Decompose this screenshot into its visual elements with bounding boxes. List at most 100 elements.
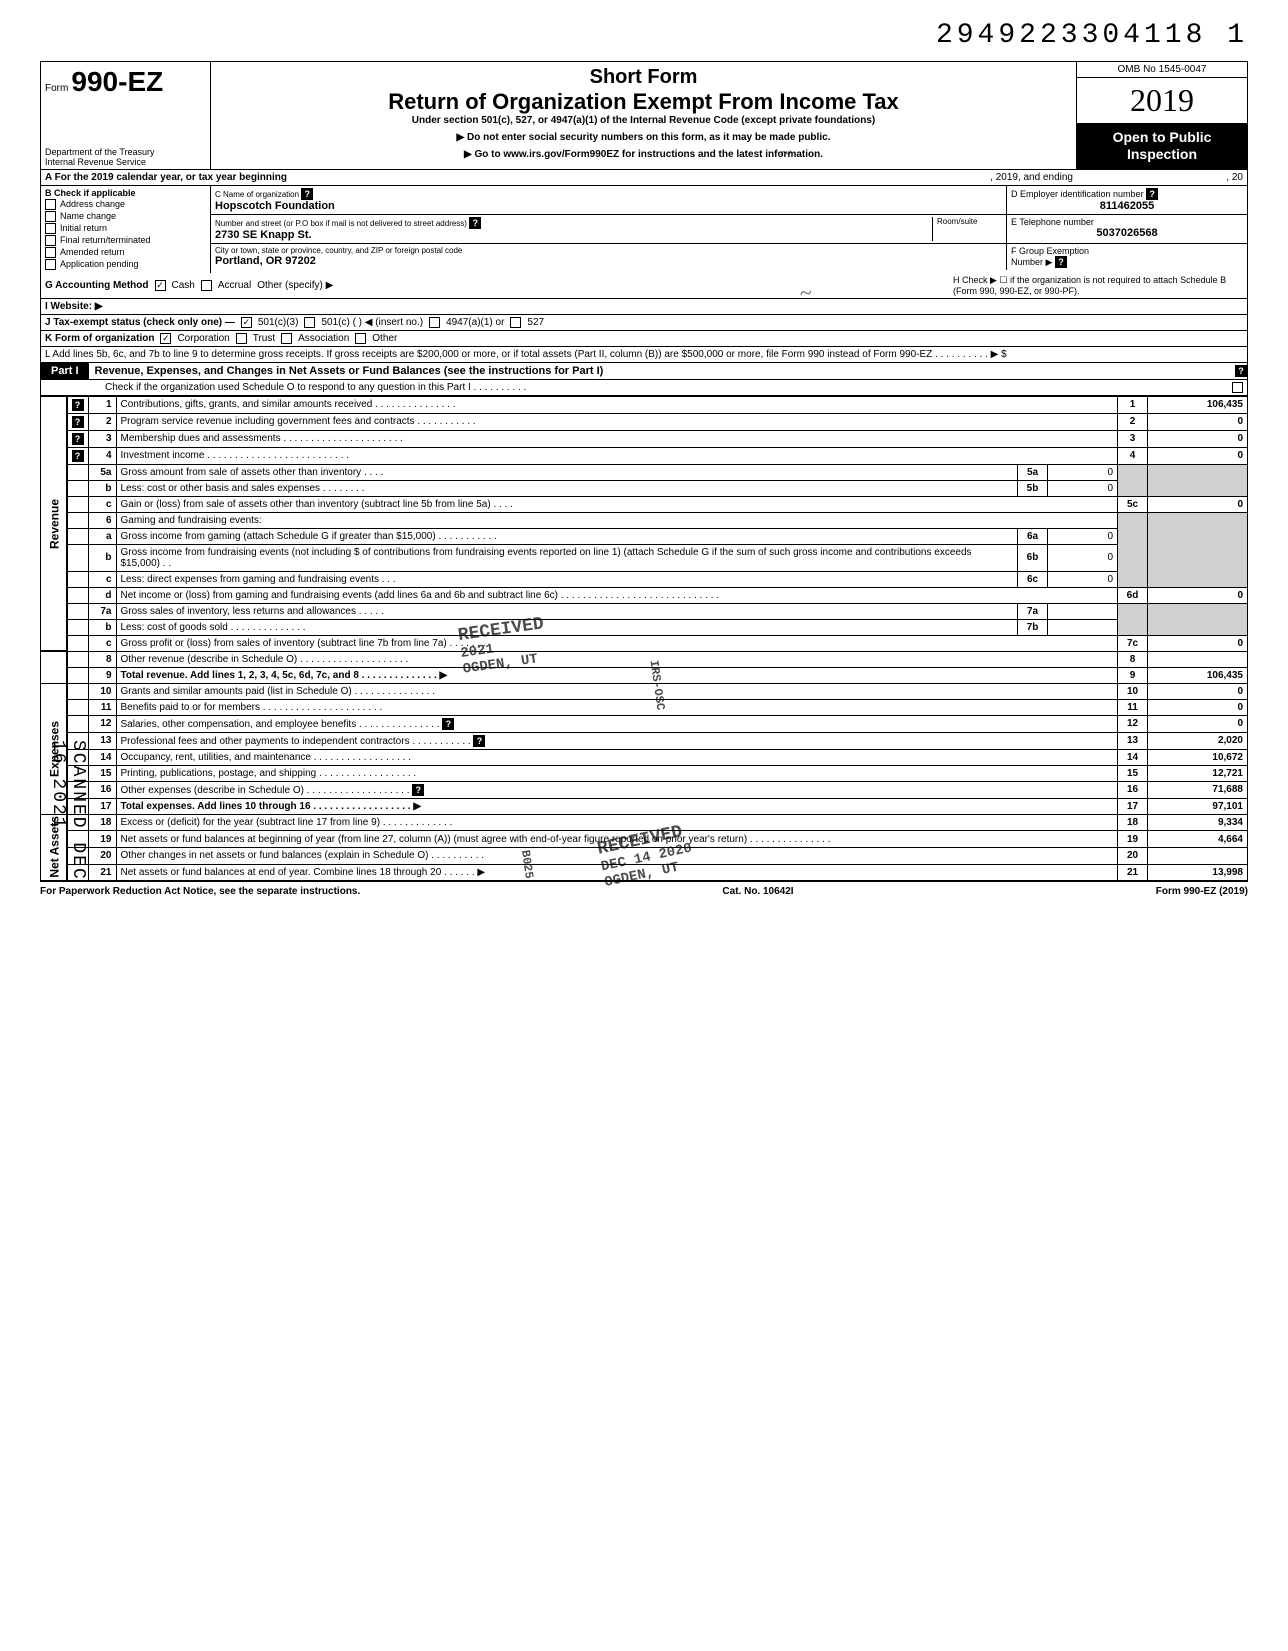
l5a-desc: Gross amount from sale of assets other t…	[116, 464, 1018, 480]
help-icon[interactable]: ?	[301, 188, 313, 200]
chk-association[interactable]	[281, 333, 292, 344]
l6d-amt: 0	[1148, 587, 1248, 603]
chk-final-return[interactable]	[45, 235, 56, 246]
l17-amt: 97,101	[1148, 798, 1248, 814]
l1-desc: Contributions, gifts, grants, and simila…	[116, 396, 1118, 413]
help-icon[interactable]: ?	[469, 217, 481, 229]
l5c-num: c	[88, 496, 116, 512]
chk-amended-return[interactable]	[45, 247, 56, 258]
l5b-ival: 0	[1048, 480, 1118, 496]
l2-num: 2	[88, 413, 116, 430]
l5a-num: 5a	[88, 464, 116, 480]
b-item-3: Final return/terminated	[60, 235, 151, 245]
chk-4947[interactable]	[429, 317, 440, 328]
l8-num: 8	[88, 651, 116, 667]
l14-amt: 10,672	[1148, 749, 1248, 765]
chk-501c[interactable]	[304, 317, 315, 328]
g-accrual: Accrual	[218, 280, 251, 291]
j-label: J Tax-exempt status (check only one) —	[45, 317, 235, 328]
chk-corporation[interactable]	[160, 333, 171, 344]
warning-1: ▶ Do not enter social security numbers o…	[219, 132, 1068, 143]
l6d-desc: Net income or (loss) from gaming and fun…	[116, 587, 1118, 603]
omb-number: OMB No 1545-0047	[1077, 62, 1247, 78]
l13-desc: Professional fees and other payments to …	[121, 736, 471, 747]
l7b-num: b	[88, 619, 116, 635]
l17-desc: Total expenses. Add lines 10 through 16 …	[121, 801, 422, 812]
inspection-line2: Inspection	[1079, 146, 1245, 163]
line-j: J Tax-exempt status (check only one) — 5…	[40, 315, 1248, 331]
chk-accrual[interactable]	[201, 280, 212, 291]
help-icon[interactable]: ?	[1235, 365, 1247, 377]
chk-cash[interactable]	[155, 280, 166, 291]
chk-schedule-o[interactable]	[1232, 382, 1243, 393]
g-label: G Accounting Method	[45, 280, 149, 291]
l18-box: 18	[1118, 814, 1148, 831]
department-label: Department of the Treasury Internal Reve…	[45, 147, 155, 167]
chk-address-change[interactable]	[45, 199, 56, 210]
l6b-ibox: 6b	[1018, 544, 1048, 571]
help-icon[interactable]: ?	[1146, 188, 1158, 200]
column-cde: C Name of organization ? Hopscotch Found…	[211, 186, 1247, 273]
chk-527[interactable]	[510, 317, 521, 328]
street-address: 2730 SE Knapp St.	[215, 229, 932, 241]
l5a-ibox: 5a	[1018, 464, 1048, 480]
l18-num: 18	[88, 814, 116, 831]
help-icon[interactable]: ?	[72, 433, 84, 445]
l6c-desc: Less: direct expenses from gaming and fu…	[116, 571, 1018, 587]
help-icon[interactable]: ?	[72, 416, 84, 428]
form-prefix: Form	[45, 83, 68, 94]
l1-num: 1	[88, 396, 116, 413]
help-icon[interactable]: ?	[442, 718, 454, 730]
l17-box: 17	[1118, 798, 1148, 814]
l19-box: 19	[1118, 831, 1148, 848]
b-item-5: Application pending	[60, 259, 139, 269]
help-icon[interactable]: ?	[1055, 256, 1067, 268]
chk-name-change[interactable]	[45, 211, 56, 222]
l5b-num: b	[88, 480, 116, 496]
g-cash: Cash	[172, 280, 195, 291]
l3-desc: Membership dues and assessments . . . . …	[116, 430, 1118, 447]
l10-num: 10	[88, 683, 116, 699]
l14-num: 14	[88, 749, 116, 765]
document-number: 2949223304118 1	[40, 20, 1248, 51]
l9-amt: 106,435	[1148, 667, 1248, 683]
footer-mid: Cat. No. 10642I	[722, 886, 793, 897]
org-name: Hopscotch Foundation	[215, 200, 1002, 212]
chk-501c3[interactable]	[241, 317, 252, 328]
help-icon[interactable]: ?	[412, 784, 424, 796]
k-o3: Association	[298, 333, 349, 344]
line-g-h: G Accounting Method Cash Accrual Other (…	[40, 273, 1248, 299]
help-icon[interactable]: ?	[72, 450, 84, 462]
l4-amt: 0	[1148, 447, 1248, 464]
l6b-ival: 0	[1048, 544, 1118, 571]
line-l: L Add lines 5b, 6c, and 7b to line 9 to …	[40, 347, 1248, 363]
c-name-label: C Name of organization	[215, 190, 299, 199]
l12-box: 12	[1118, 715, 1148, 732]
help-icon[interactable]: ?	[72, 399, 84, 411]
l21-amt: 13,998	[1148, 864, 1248, 881]
chk-application-pending[interactable]	[45, 259, 56, 270]
l21-box: 21	[1118, 864, 1148, 881]
inspection-badge: Open to Public Inspection	[1077, 123, 1247, 169]
l5c-amt: 0	[1148, 496, 1248, 512]
signature-mark-2: ~	[799, 280, 813, 307]
l9-box: 9	[1118, 667, 1148, 683]
help-icon[interactable]: ?	[473, 735, 485, 747]
footer-right: Form 990-EZ (2019)	[1156, 886, 1248, 897]
chk-other-org[interactable]	[355, 333, 366, 344]
l21-desc: Net assets or fund balances at end of ye…	[116, 864, 1118, 881]
ein-value: 811462055	[1011, 200, 1243, 212]
part1-title: Revenue, Expenses, and Changes in Net As…	[89, 363, 1235, 379]
l7c-desc: Gross profit or (loss) from sales of inv…	[116, 635, 1118, 651]
k-o1: Corporation	[177, 333, 229, 344]
l10-box: 10	[1118, 683, 1148, 699]
b-item-2: Initial return	[60, 223, 107, 233]
j-o1: 501(c)(3)	[258, 317, 299, 328]
chk-trust[interactable]	[236, 333, 247, 344]
b-item-4: Amended return	[60, 247, 125, 257]
chk-initial-return[interactable]	[45, 223, 56, 234]
line-a: A For the 2019 calendar year, or tax yea…	[40, 170, 1248, 186]
l13-amt: 2,020	[1148, 732, 1248, 749]
l6b-desc: Gross income from fundraising events (no…	[116, 544, 1018, 571]
g-other: Other (specify) ▶	[257, 280, 333, 291]
